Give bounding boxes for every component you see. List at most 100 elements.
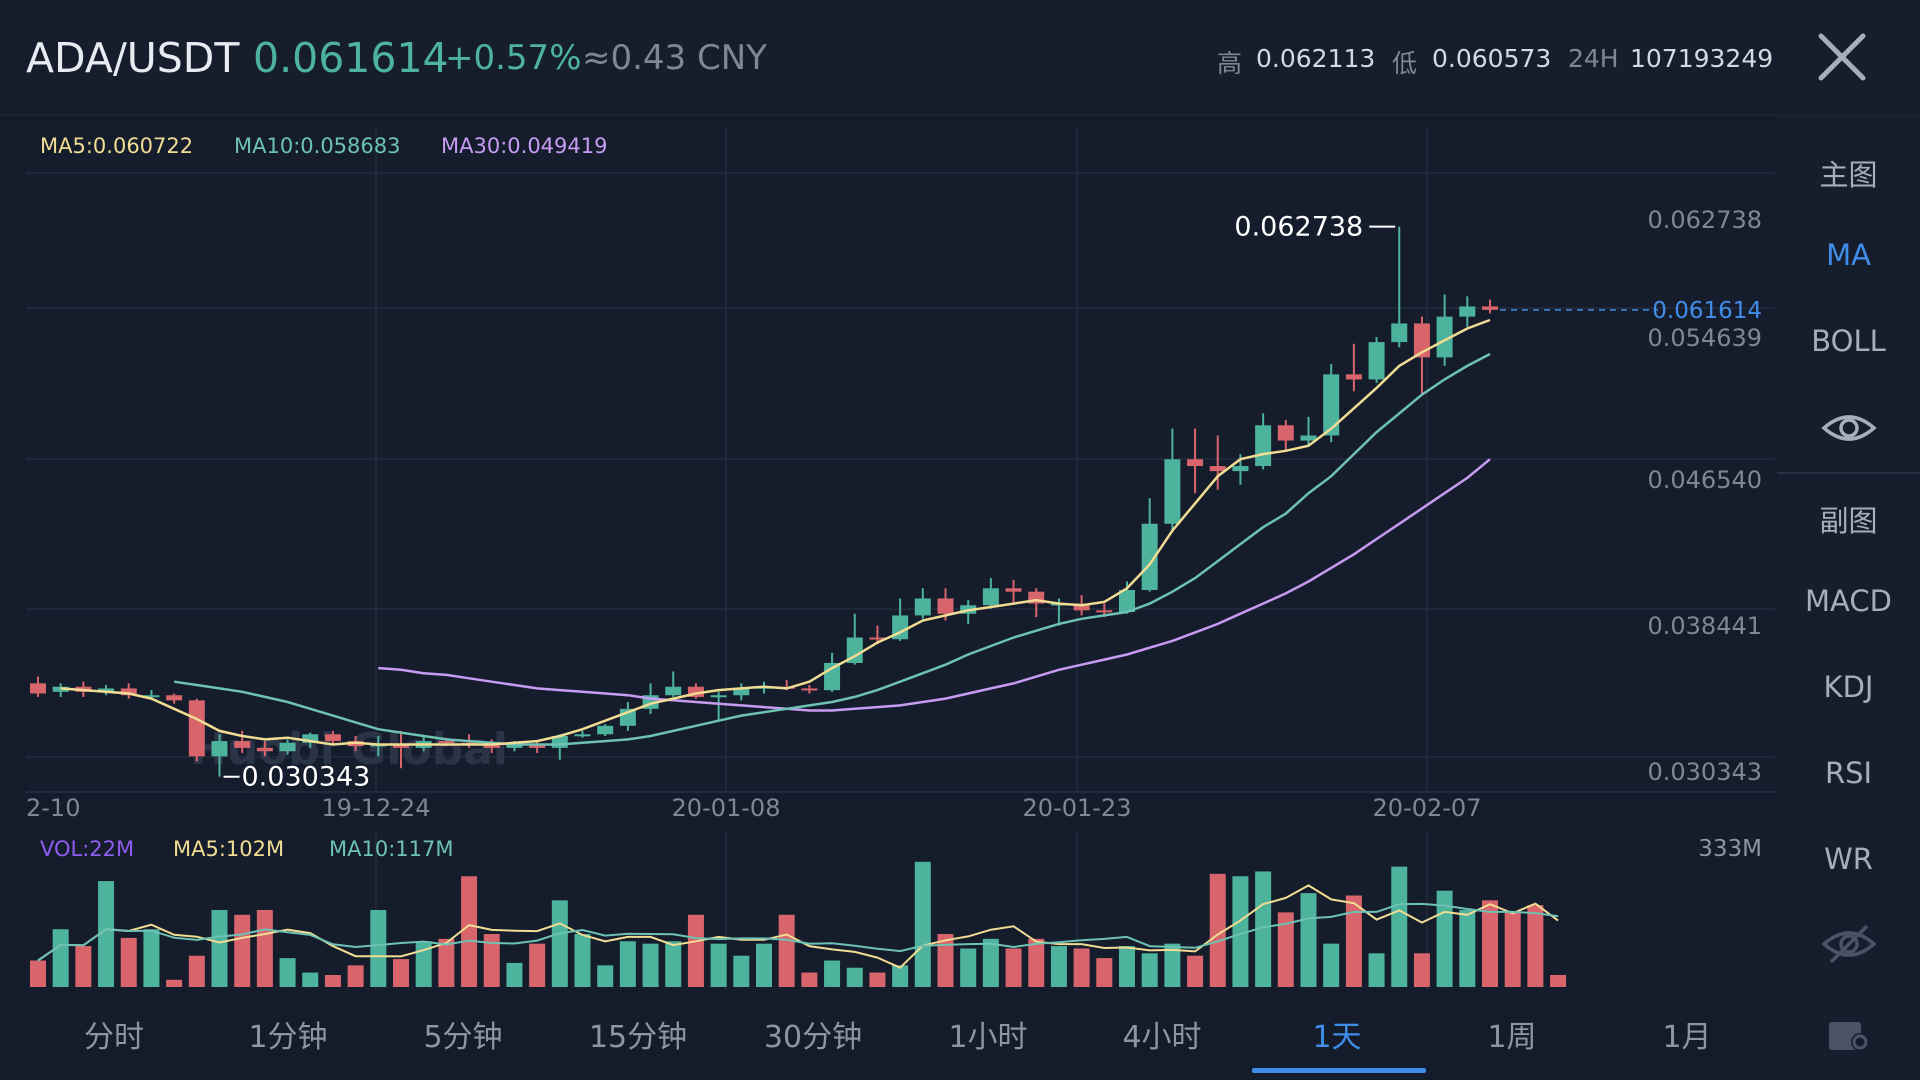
- candle-body: [166, 695, 183, 701]
- volume-bar: [551, 900, 568, 987]
- volume-bar: [438, 938, 455, 987]
- candle-body: [1323, 374, 1340, 436]
- candle-body: [982, 588, 999, 606]
- tab-4hour[interactable]: 4小时: [1122, 1020, 1202, 1055]
- volume-bar: [733, 955, 750, 987]
- volume-bar: [1050, 946, 1067, 987]
- tab-5min[interactable]: 5分钟: [423, 1020, 503, 1055]
- tab-1day[interactable]: 1天: [1312, 1020, 1362, 1055]
- toggle-main-visibility[interactable]: [1777, 406, 1920, 450]
- volume-bar: [1345, 895, 1362, 987]
- x-axis-label: 19-12-24: [322, 794, 431, 822]
- volume-bar: [937, 934, 954, 987]
- chart-settings-button[interactable]: [1777, 1012, 1920, 1056]
- ma5-line: [60, 318, 1491, 746]
- vol-max-label: 333M: [1698, 836, 1762, 862]
- candle-body: [120, 688, 137, 696]
- volume-bar: [1277, 912, 1294, 987]
- indicator-kdj[interactable]: KDJ: [1823, 670, 1874, 704]
- candle-body: [1277, 425, 1294, 441]
- volume-bar: [279, 958, 296, 987]
- indicator-macd[interactable]: MACD: [1805, 584, 1892, 618]
- pair-title: ADA/USDT: [26, 34, 240, 82]
- volume-bar: [234, 914, 251, 987]
- main-chart-bg: [26, 128, 1775, 792]
- volume-bar: [756, 943, 772, 987]
- volume-bar: [801, 972, 818, 987]
- candle-body: [1482, 306, 1498, 310]
- tab-time-sharing[interactable]: 分时: [84, 1020, 144, 1055]
- candle-body: [1187, 459, 1204, 467]
- volume-bar: [1209, 873, 1226, 987]
- volume-bar: [687, 914, 704, 987]
- candle-body: [665, 686, 682, 696]
- candle-body: [687, 686, 704, 697]
- chart-area[interactable]: Huobi Global MA5:0.060722 MA10:0.058683 …: [0, 116, 1920, 1080]
- volume-bar: [166, 979, 183, 987]
- candle-body: [234, 741, 251, 748]
- indicator-boll[interactable]: BOLL: [1811, 324, 1886, 358]
- volume-bar: [1504, 912, 1521, 987]
- candle-body: [1073, 603, 1090, 611]
- tab-1min[interactable]: 1分钟: [248, 1020, 328, 1055]
- indicator-ma[interactable]: MA: [1826, 238, 1871, 272]
- volume-bar: [1005, 948, 1022, 987]
- eye-off-icon: [1820, 924, 1877, 964]
- volume-bar: [30, 960, 46, 987]
- ma30-line: [378, 458, 1491, 712]
- volume-bar: [143, 929, 160, 987]
- sidebar-divider: [1777, 472, 1920, 474]
- volume-bar: [597, 965, 614, 987]
- volume-bar: [574, 934, 591, 987]
- candle-body: [733, 688, 750, 696]
- candle-body: [1209, 466, 1226, 472]
- volume-bar: [256, 909, 273, 987]
- volume-bar: [1482, 900, 1498, 987]
- tab-15min[interactable]: 15分钟: [588, 1020, 688, 1055]
- high-label: 高: [1217, 49, 1243, 78]
- cny-price: ≈0.43 CNY: [582, 38, 767, 78]
- ma10-label: MA10:0.058683: [234, 134, 400, 158]
- volume-bar: [1255, 871, 1272, 987]
- volume-bar: [1527, 905, 1544, 987]
- tab-1hour[interactable]: 1小时: [948, 1020, 1028, 1055]
- candle-body: [574, 734, 591, 737]
- vol-ma5-line: [37, 884, 1559, 969]
- candle-body: [1368, 342, 1385, 380]
- current-price-tag: 0.061614: [1652, 298, 1762, 324]
- tab-1week[interactable]: 1周: [1487, 1020, 1537, 1055]
- indicator-rsi[interactable]: RSI: [1824, 756, 1873, 790]
- candle-body: [869, 637, 886, 640]
- volume-bar: [1073, 948, 1090, 987]
- candle-body: [1005, 588, 1022, 592]
- volume-bar: [619, 941, 636, 987]
- x-axis-label: 20-01-08: [672, 794, 781, 822]
- candle-body: [801, 688, 818, 691]
- volume-bar: [1300, 893, 1317, 987]
- x-axis-label: 20-01-23: [1023, 794, 1132, 822]
- indicator-sidebar: 主图 MA BOLL 副图 MACD KDJ RSI WR: [1777, 116, 1920, 1080]
- candle-body: [937, 598, 954, 614]
- y-axis-label: 0.046540: [1647, 466, 1762, 494]
- kline-chart[interactable]: Huobi Global MA5:0.060722 MA10:0.058683 …: [0, 116, 1777, 991]
- volume-bar: [869, 972, 886, 987]
- volume-bar: [1391, 866, 1408, 987]
- volume-bar: [1550, 974, 1567, 987]
- volume-bar: [1323, 943, 1340, 987]
- tab-30min[interactable]: 30分钟: [763, 1020, 863, 1055]
- volume-bar: [370, 909, 387, 987]
- candle-body: [1141, 523, 1158, 590]
- y-axis-label: 0.030343: [1647, 758, 1762, 786]
- indicator-wr[interactable]: WR: [1824, 842, 1873, 876]
- toggle-sub-visibility[interactable]: [1777, 922, 1920, 966]
- volume-bar: [982, 938, 999, 987]
- volume-bar: [1028, 938, 1045, 987]
- volume-bar: [324, 974, 341, 987]
- volume-bar: [960, 948, 977, 987]
- low-label: 低: [1392, 49, 1418, 78]
- volume-bar: [1459, 909, 1476, 987]
- close-button[interactable]: [1815, 30, 1869, 84]
- tab-1month[interactable]: 1月: [1662, 1020, 1712, 1055]
- y-axis-label: 0.062738: [1647, 206, 1762, 234]
- volume-bar: [1141, 953, 1158, 987]
